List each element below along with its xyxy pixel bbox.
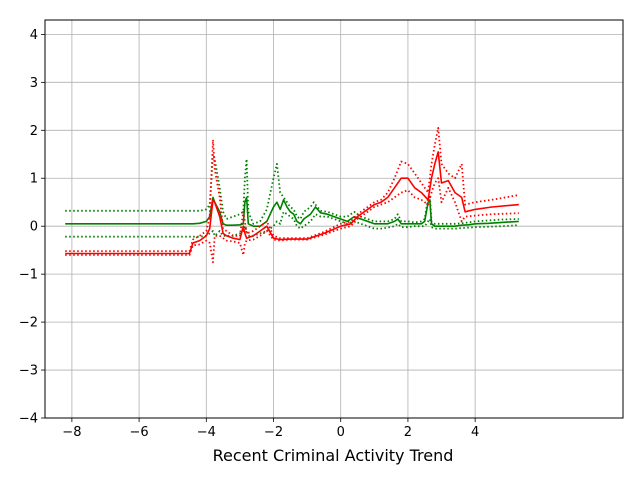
- series-line-6: [65, 177, 519, 264]
- series-line-3: [65, 210, 519, 238]
- x-tick-label: −4: [197, 425, 216, 440]
- series-lines: [65, 127, 519, 264]
- x-axis-ticks: −8 −6 −4 −2 0 2 4: [62, 418, 479, 440]
- y-tick-label: −1: [19, 268, 38, 283]
- x-tick-label: −2: [264, 425, 283, 440]
- series-line-1: [65, 196, 519, 227]
- x-tick-label: 4: [471, 425, 479, 440]
- y-axis-ticks: −4 −3 −2 −1 0 1 2 3 4: [19, 28, 45, 427]
- series-line-4: [65, 151, 519, 255]
- plot-frame: [44, 19, 624, 419]
- plot-area: [45, 20, 623, 418]
- x-tick-label: −8: [62, 425, 81, 440]
- x-tick-label: −6: [130, 425, 149, 440]
- y-tick-label: 4: [30, 28, 38, 43]
- y-tick-label: 0: [30, 220, 38, 235]
- y-tick-label: 3: [30, 76, 38, 91]
- series-line-5: [65, 127, 519, 253]
- y-tick-label: −3: [19, 364, 38, 379]
- y-tick-label: 1: [30, 172, 38, 187]
- x-axis-title: Recent Criminal Activity Trend: [213, 446, 454, 465]
- x-tick-label: 0: [337, 425, 345, 440]
- y-tick-label: −2: [19, 316, 38, 331]
- x-tick-label: 2: [404, 425, 412, 440]
- y-tick-label: 2: [30, 124, 38, 139]
- y-tick-label: −4: [19, 412, 38, 427]
